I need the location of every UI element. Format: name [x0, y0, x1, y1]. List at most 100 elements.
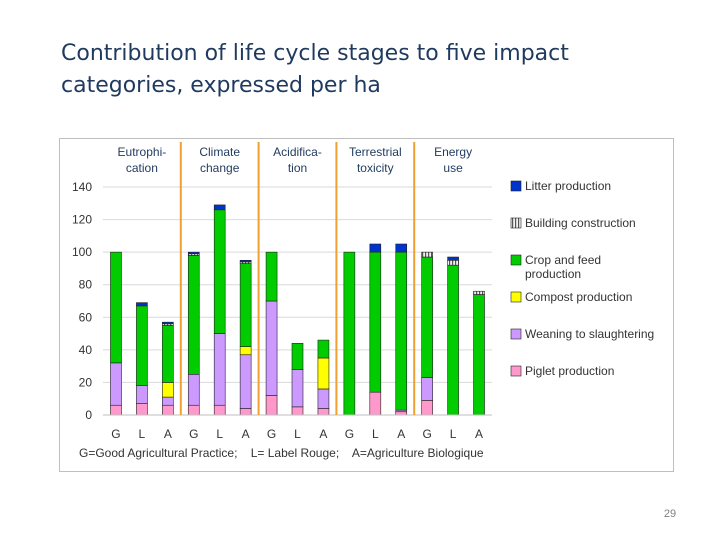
y-tick-label: 100 — [72, 245, 92, 259]
group-label-3: Terrestrial toxicity — [349, 145, 402, 175]
bar-segment-litter-production — [187, 251, 200, 255]
bar-segment-crop-and-feed-production — [187, 255, 200, 375]
bar-segment-crop-and-feed-production — [421, 256, 433, 378]
y-tick-label: 0 — [85, 408, 92, 422]
bar-segment-compost-production — [162, 382, 174, 398]
slide-title: Contribution of life cycle stages to fiv… — [61, 41, 569, 98]
bar-segment-compost-production — [239, 346, 252, 356]
bar-segment-weaning-to-slaughtering — [187, 373, 200, 406]
bar-segment-crop-and-feed-production — [369, 251, 382, 393]
legend-label-litter-production: Litter production — [525, 179, 611, 193]
bar-segment-weaning-to-slaughtering — [291, 369, 304, 408]
bar-segment-piglet-production — [239, 408, 252, 416]
y-tick-label: 80 — [79, 278, 93, 292]
bar-segment-litter-production — [447, 256, 459, 261]
x-tick-label: G — [111, 427, 120, 441]
bar-segment-crop-and-feed-production — [136, 305, 148, 386]
y-tick-label: 60 — [79, 310, 93, 324]
x-tick-label: L — [139, 427, 146, 441]
bar-segment-piglet-production — [136, 403, 148, 416]
bar-segment-piglet-production — [213, 404, 226, 416]
bar-segment-litter-production — [162, 321, 174, 325]
bar-segment-crop-and-feed-production — [239, 263, 252, 347]
bar-segment-crop-and-feed-production — [213, 209, 226, 334]
bar-segment-crop-and-feed-production — [317, 339, 330, 359]
bar-segment-crop-and-feed-production — [162, 325, 174, 383]
bar-segment-litter-production — [239, 259, 252, 263]
legend-swatch-litter-production — [510, 180, 522, 192]
page-number: 29 — [663, 508, 677, 520]
x-tick-label: G — [189, 427, 198, 441]
x-tick-label: L — [450, 427, 457, 441]
bar-segment-litter-production — [395, 243, 408, 253]
bar-segment-crop-and-feed-production — [110, 251, 122, 364]
legend-swatch-weaning-to-slaughtering — [510, 328, 522, 340]
bar-segment-weaning-to-slaughtering — [265, 300, 278, 396]
plot-area — [103, 204, 492, 416]
x-tick-label: A — [164, 427, 172, 441]
bar-segment-piglet-production — [187, 404, 200, 416]
bar-segment-compost-production — [317, 357, 330, 390]
legend-swatch-building-construction — [510, 217, 522, 229]
legend-label-piglet-production: Piglet production — [525, 364, 614, 378]
x-tick-label: L — [294, 427, 301, 441]
x-tick-label: G — [267, 427, 276, 441]
legend-swatch-piglet-production — [510, 365, 522, 377]
x-tick-label: A — [397, 427, 405, 441]
x-tick-label: A — [242, 427, 250, 441]
bar-segment-piglet-production — [369, 391, 382, 416]
legend-label-building-construction: Building construction — [525, 216, 636, 230]
bar-segment-piglet-production — [317, 408, 330, 416]
group-labels: Eutrophi-cation Climate change Acidifica-ti… — [118, 145, 473, 175]
legend-label-crop-and-feed-production: Crop and feed production — [525, 253, 601, 281]
group-label-4: Energy use — [434, 145, 472, 175]
bar-segment-weaning-to-slaughtering — [110, 362, 122, 406]
legend-swatch-crop-and-feed-production — [510, 254, 522, 266]
legend-swatch-compost-production — [510, 291, 522, 303]
group-separators — [179, 142, 416, 415]
y-tick-label: 40 — [79, 343, 93, 357]
bar-segment-crop-and-feed-production — [395, 251, 408, 411]
bar-segment-crop-and-feed-production — [343, 251, 356, 416]
bar-segment-weaning-to-slaughtering — [421, 377, 433, 401]
bar-segment-weaning-to-slaughtering — [162, 396, 174, 406]
bar-segment-litter-production — [213, 204, 226, 211]
x-tick-label: L — [372, 427, 379, 441]
group-label-1: Climate change — [199, 145, 240, 175]
stacked-bar-chart: 0 20 40 60 80 100 120 140 Eutrophi-cation Climat… — [59, 138, 674, 472]
chart-frame — [59, 138, 674, 472]
bar-segment-piglet-production — [291, 406, 304, 416]
x-tick-label: A — [475, 427, 483, 441]
x-tick-label: A — [319, 427, 327, 441]
legend: Litter production Building construction Cr… — [510, 179, 654, 378]
chart-footnote: G=Good Agricultural Practice; L= Label R… — [79, 446, 484, 460]
bar-segment-piglet-production — [162, 404, 174, 416]
bar-segment-weaning-to-slaughtering — [317, 388, 330, 409]
y-tick-label: 20 — [79, 375, 93, 389]
bar-segment-weaning-to-slaughtering — [213, 333, 226, 406]
bar-segment-weaning-to-slaughtering — [239, 354, 252, 409]
x-tick-label: G — [422, 427, 431, 441]
bar-segment-crop-and-feed-production — [473, 294, 485, 416]
legend-label-weaning-to-slaughtering: Weaning to slaughtering — [525, 327, 654, 341]
chart-figure: 0 20 40 60 80 100 120 140 Eutrophi-cation Climat… — [59, 138, 674, 472]
bar-segment-building-construction — [421, 251, 433, 258]
bar-segment-piglet-production — [265, 395, 278, 416]
bar-segment-weaning-to-slaughtering — [136, 385, 148, 404]
legend-label-compost-production: Compost production — [525, 290, 632, 304]
group-label-0: Eutrophi-cation — [118, 145, 167, 175]
bar-segment-crop-and-feed-production — [265, 251, 278, 302]
group-label-2: Acidifica-tion — [273, 145, 322, 175]
bar-segment-building-construction — [447, 259, 459, 266]
x-tick-label: L — [216, 427, 223, 441]
bar-segment-crop-and-feed-production — [291, 343, 304, 370]
y-tick-label: 120 — [72, 213, 92, 227]
bar-segment-crop-and-feed-production — [447, 264, 459, 416]
bar-segment-building-construction — [473, 290, 485, 295]
bar-segment-piglet-production — [110, 404, 122, 416]
bar-segment-piglet-production — [421, 400, 433, 416]
bar-segment-litter-production — [136, 302, 148, 307]
y-tick-label: 140 — [72, 180, 92, 194]
x-tick-label: G — [345, 427, 354, 441]
